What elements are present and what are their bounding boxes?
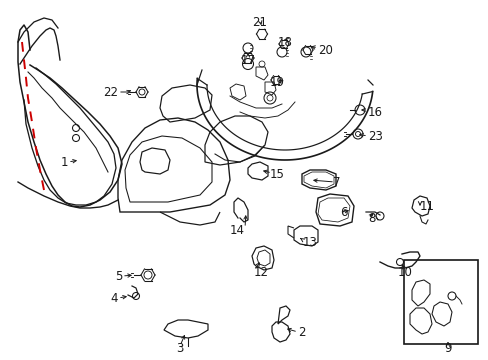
Text: 18: 18 xyxy=(277,36,292,49)
Text: 1: 1 xyxy=(61,156,68,168)
Text: 8: 8 xyxy=(367,211,375,225)
Text: 19: 19 xyxy=(269,76,285,89)
Text: 12: 12 xyxy=(253,266,268,279)
Text: 21: 21 xyxy=(252,15,267,28)
Text: 4: 4 xyxy=(110,292,118,305)
Text: 2: 2 xyxy=(297,325,305,338)
Bar xyxy=(403,260,477,344)
Text: 22: 22 xyxy=(103,85,118,99)
Text: 16: 16 xyxy=(367,105,382,118)
Text: 9: 9 xyxy=(443,342,451,355)
Text: 5: 5 xyxy=(114,270,122,283)
Text: 23: 23 xyxy=(367,130,382,143)
Text: 10: 10 xyxy=(397,266,411,279)
Text: 7: 7 xyxy=(332,175,340,189)
Text: 17: 17 xyxy=(240,54,255,67)
Text: 15: 15 xyxy=(269,168,285,181)
Text: 11: 11 xyxy=(419,199,434,212)
Text: 3: 3 xyxy=(176,342,183,355)
Text: 6: 6 xyxy=(339,206,347,219)
Text: 14: 14 xyxy=(229,224,244,237)
Text: 13: 13 xyxy=(303,235,317,248)
Text: 20: 20 xyxy=(317,44,332,57)
